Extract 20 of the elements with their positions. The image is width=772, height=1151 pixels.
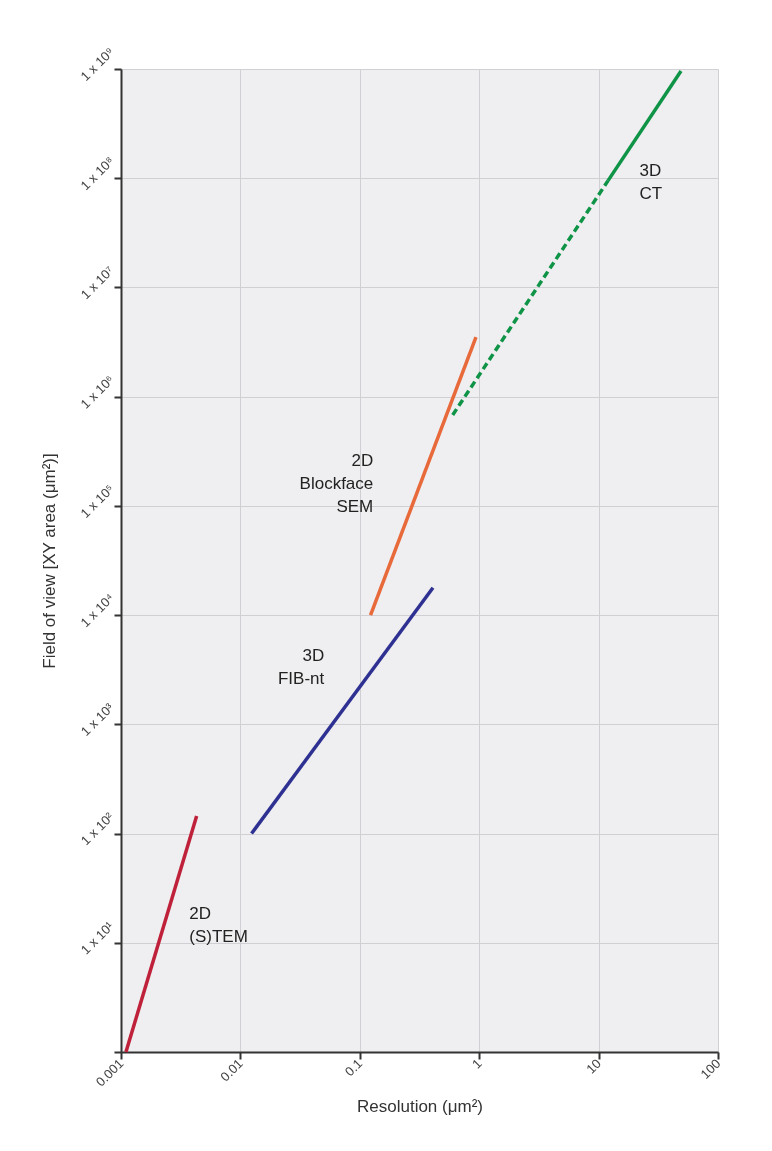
x-axis-title: Resolution (μm²) xyxy=(357,1097,483,1117)
y-tick-label: 1 x 10⁹ xyxy=(77,44,117,84)
y-tick-label: 1 x 10⁵ xyxy=(77,481,117,521)
series-label: 2D Blockface SEM xyxy=(299,451,374,517)
y-tick-label: 1 x 10³ xyxy=(77,699,118,739)
x-tick-label: 10 xyxy=(583,1055,605,1077)
y-tick-label: 1 x 10⁸ xyxy=(77,153,117,194)
series-label: 3D FIB-nt xyxy=(277,645,325,688)
series-label: 3D CT xyxy=(639,160,663,203)
y-tick-label: 1 x 10⁶ xyxy=(77,372,117,412)
y-tick-label: 1 x 10² xyxy=(77,808,118,849)
x-tick-label: 1 xyxy=(468,1055,485,1072)
y-tick-label: 1 x 10⁷ xyxy=(77,262,117,303)
y-tick-label: 1 x 10⁴ xyxy=(77,590,117,631)
series-label: 2D (S)TEM xyxy=(189,903,248,946)
x-tick-label: 100 xyxy=(697,1055,724,1082)
y-axis-title: Field of view [XY area (μm²)] xyxy=(39,453,59,669)
x-tick-label: 0.01 xyxy=(217,1055,246,1085)
x-tick-label: 0.1 xyxy=(341,1055,366,1080)
y-tick-label: 1 x 10¹ xyxy=(77,918,118,958)
